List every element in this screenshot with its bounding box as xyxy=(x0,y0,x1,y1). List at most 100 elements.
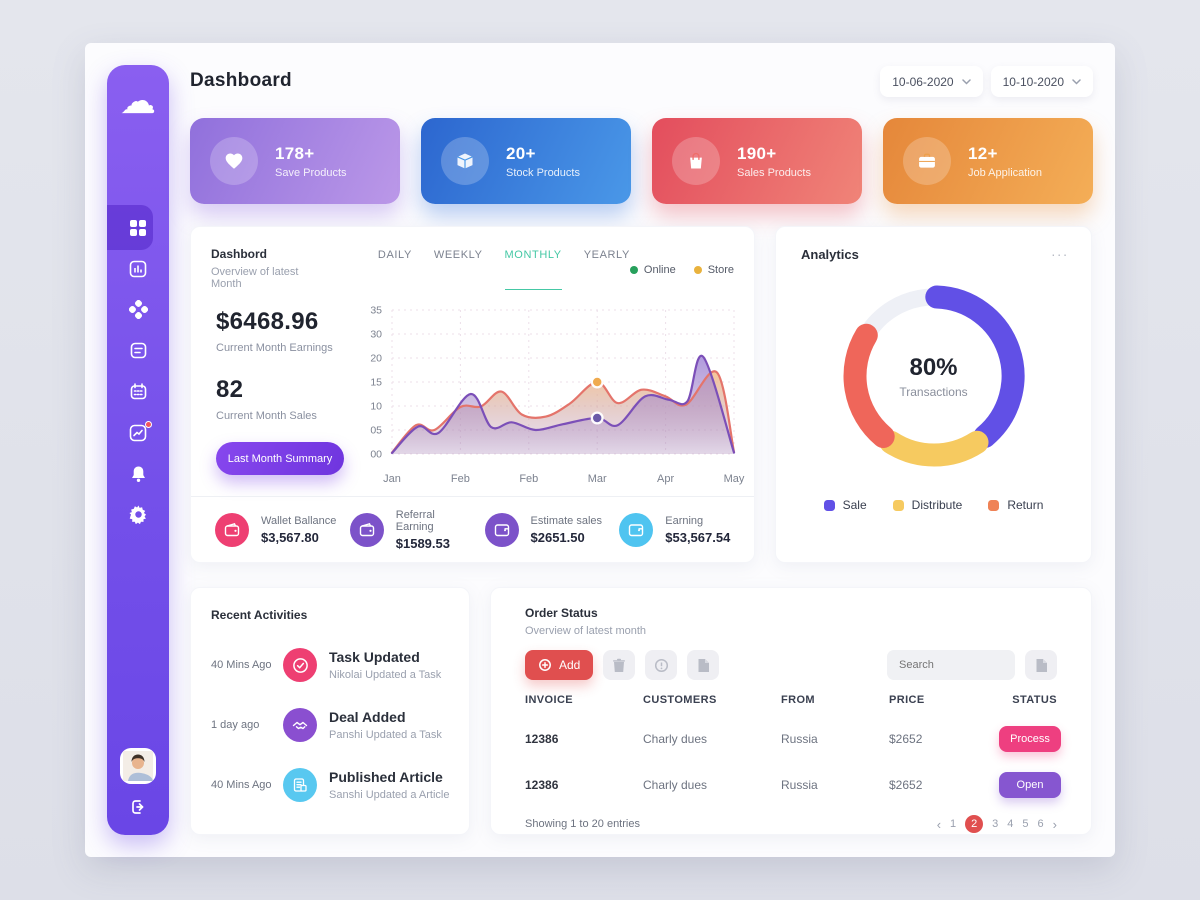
tab-yearly[interactable]: YEARLY xyxy=(583,249,630,261)
avatar-image xyxy=(123,751,153,781)
stat-label: Save Products xyxy=(275,166,347,179)
search-input[interactable] xyxy=(887,650,1015,680)
panel-subtitle: Overview of latest Month xyxy=(211,266,299,290)
stat-card-sales-products[interactable]: 190+ Sales Products xyxy=(652,118,862,204)
sidebar-item-activity[interactable] xyxy=(107,412,169,453)
svg-text:15: 15 xyxy=(370,377,382,389)
stat-card-job-application[interactable]: 12+ Job Application xyxy=(883,118,1093,204)
info-button[interactable] xyxy=(645,650,678,680)
online-dot-icon xyxy=(629,265,638,274)
page-3[interactable]: 3 xyxy=(992,818,999,830)
customer-cell: Charly dues xyxy=(643,778,708,792)
wallet-stats-row: Wallet Ballance $3,567.80 Referral Earni… xyxy=(191,496,754,562)
estimate-sales-stat: Estimate sales $2651.50 xyxy=(473,512,608,547)
activity-title: Published Article xyxy=(329,769,443,785)
chart-legend: Online Store xyxy=(629,249,734,290)
status-process-button[interactable]: Process xyxy=(999,726,1061,752)
activity-time: 1 day ago xyxy=(211,719,260,731)
activity-icon xyxy=(129,424,147,441)
stat-value: 178+ xyxy=(275,143,315,163)
activity-title: Task Updated xyxy=(329,649,420,665)
activity-desc: Nikolai Updated a Task xyxy=(329,669,442,681)
bag-icon xyxy=(690,152,702,169)
briefcase-icon xyxy=(919,153,935,168)
stat-cards-row: 178+ Save Products 20+ Stock Products 19… xyxy=(190,118,1093,204)
date-to-dropdown[interactable]: 10-10-2020 xyxy=(990,66,1093,97)
stat-label: Sales Products xyxy=(737,166,811,179)
panel-title: Analytics xyxy=(801,247,859,262)
orders-table: INVOICE CUSTOMERS FROM PRICE STATUS 1238… xyxy=(491,694,1091,798)
page-6[interactable]: 6 xyxy=(1037,818,1044,830)
sale-swatch-icon xyxy=(823,499,835,511)
ellipsis-icon[interactable]: ... xyxy=(1051,243,1069,259)
stat-card-stock-products[interactable]: 20+ Stock Products xyxy=(421,118,631,204)
current-month-earnings-value: $6468.96 xyxy=(216,308,319,335)
avatar[interactable] xyxy=(120,748,156,784)
chevron-left-icon[interactable]: ‹ xyxy=(936,816,942,832)
showing-entries-text: Showing 1 to 20 entries xyxy=(525,818,640,830)
sidebar-item-bar-chart[interactable] xyxy=(107,248,169,289)
chevron-right-icon[interactable]: › xyxy=(1052,816,1057,832)
page-title: Dashboard xyxy=(190,70,292,91)
page-4[interactable]: 4 xyxy=(1007,818,1014,830)
sidebar: ☁ xyxy=(107,65,169,835)
last-month-summary-button[interactable]: Last Month Summary xyxy=(216,442,344,475)
sidebar-item-notes[interactable] xyxy=(107,330,169,371)
notes-icon xyxy=(130,342,146,359)
stat-label: Wallet Ballance xyxy=(261,514,337,527)
stat-card-save-products[interactable]: 178+ Save Products xyxy=(190,118,400,204)
logout-button[interactable] xyxy=(129,798,147,821)
file-button[interactable] xyxy=(687,650,720,680)
sidebar-item-calendar[interactable] xyxy=(107,371,169,412)
table-header-row: INVOICE CUSTOMERS FROM PRICE STATUS xyxy=(525,694,1057,706)
date-from-dropdown[interactable]: 10-06-2020 xyxy=(880,66,983,97)
activity-item-published-article[interactable]: 40 Mins Ago Published Article Sanshi Upd… xyxy=(211,768,451,802)
from-cell: Russia xyxy=(781,732,818,746)
trash-icon xyxy=(613,658,626,672)
range-tabs: DAILY WEEKLY MONTHLY YEARLY xyxy=(378,249,630,290)
sidebar-item-notifications[interactable] xyxy=(107,453,169,494)
stat-value: $1589.53 xyxy=(395,535,450,551)
tab-weekly[interactable]: WEEKLY xyxy=(433,249,483,261)
date-from-value: 10-06-2020 xyxy=(892,74,954,89)
export-file-button[interactable] xyxy=(1025,650,1057,680)
app-canvas: ☁ xyxy=(85,43,1115,857)
stat-label: Earning xyxy=(665,514,704,527)
page-1[interactable]: 1 xyxy=(950,818,957,830)
box-icon xyxy=(457,153,473,169)
gear-icon xyxy=(128,505,146,524)
page-5[interactable]: 5 xyxy=(1022,818,1029,830)
stat-value: 190+ xyxy=(737,143,777,163)
logout-icon xyxy=(132,800,144,814)
file-icon xyxy=(698,658,709,672)
area-chart[interactable]: 35 30 20 15 10 05 00 Jan Feb Feb Mar Apr May xyxy=(356,296,754,499)
stat-value: $3,567.80 xyxy=(261,529,319,545)
add-button-label: Add xyxy=(559,658,581,672)
status-open-button[interactable]: Open xyxy=(999,772,1061,798)
svg-text:Feb: Feb xyxy=(519,473,538,485)
sidebar-item-categories[interactable] xyxy=(107,289,169,330)
add-button[interactable]: Add xyxy=(525,650,594,680)
customer-cell: Charly dues xyxy=(643,732,708,746)
heart-icon xyxy=(225,153,243,169)
page-2-active[interactable]: 2 xyxy=(965,815,984,833)
tab-daily[interactable]: DAILY xyxy=(377,249,412,261)
donut-legend: Sale Distribute Return xyxy=(776,498,1091,512)
invoice-cell: 12386 xyxy=(525,778,559,792)
col-invoice: INVOICE xyxy=(525,694,574,706)
overview-chart-panel: Dashbord Overview of latest Month DAILY … xyxy=(190,226,755,563)
price-cell: $2652 xyxy=(889,732,923,746)
add-circle-icon xyxy=(539,659,551,671)
donut-chart[interactable]: 80% Transactions xyxy=(834,276,1034,476)
tab-monthly[interactable]: MONTHLY xyxy=(504,249,562,290)
sidebar-item-dashboard[interactable] xyxy=(107,205,169,250)
order-status-panel: Order Status Overview of latest month Ad… xyxy=(490,587,1092,835)
pagination: ‹ 1 2 3 4 5 6 › xyxy=(937,815,1057,833)
distribute-swatch-icon xyxy=(892,499,904,511)
sidebar-item-settings[interactable] xyxy=(107,494,169,535)
activity-item-task-updated[interactable]: 40 Mins Ago Task Updated Nikolai Updated… xyxy=(211,648,451,682)
wallet-balance-stat: Wallet Ballance $3,567.80 xyxy=(203,512,338,547)
stat-label: Referral Earning xyxy=(395,508,435,533)
delete-button[interactable] xyxy=(603,650,636,680)
activity-item-deal-added[interactable]: 1 day ago Deal Added Panshi Updated a Ta… xyxy=(211,708,451,742)
